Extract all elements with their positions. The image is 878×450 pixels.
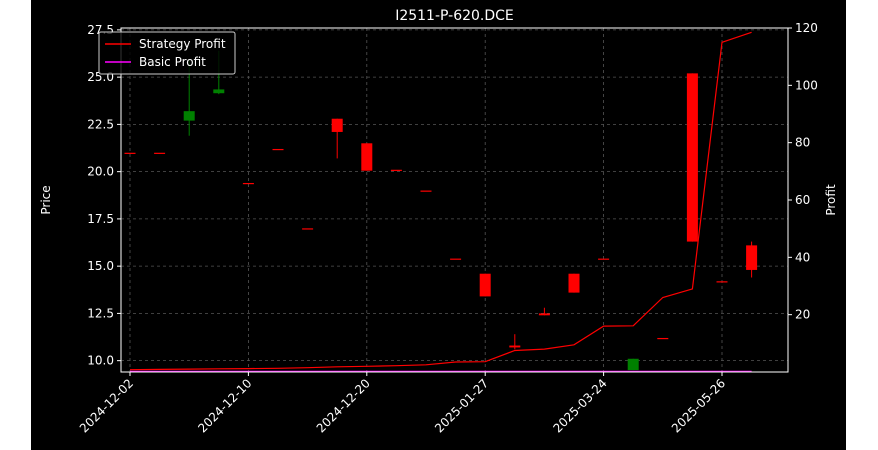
- candle-body: [509, 345, 521, 348]
- legend-box: [98, 31, 236, 75]
- candle-body: [242, 182, 254, 185]
- legend-basic-label: Basic Profit: [139, 55, 206, 69]
- candle-body: [302, 228, 314, 230]
- candles: [124, 50, 758, 371]
- right-y-tick-label: 40: [795, 250, 810, 264]
- y-axis-label-left: Price: [39, 185, 53, 214]
- legend: Strategy Profit Basic Profit: [98, 31, 236, 75]
- y-tick-label: 22.5: [87, 117, 114, 131]
- candle: [627, 358, 639, 371]
- candle: [331, 118, 343, 159]
- right-y-tick-label: 60: [795, 193, 810, 207]
- right-axis: 20 40 60 80 100 120: [788, 21, 818, 322]
- candle: [302, 228, 314, 230]
- candle-body: [154, 152, 166, 154]
- candle: [746, 241, 758, 278]
- y-tick-label: 10.0: [87, 354, 114, 368]
- y-tick-label: 15.0: [87, 259, 114, 273]
- profit-lines: [129, 31, 752, 372]
- candle: [538, 307, 550, 316]
- candle: [509, 334, 521, 350]
- y-axis-label-right: Profit: [824, 184, 838, 216]
- candle-body: [746, 245, 758, 270]
- candle: [361, 143, 373, 171]
- candle-body: [479, 273, 491, 297]
- candle: [272, 148, 284, 151]
- chart-title: I2511-P-620.DCE: [395, 8, 514, 24]
- y-tick-label: 12.5: [87, 306, 114, 320]
- candle-body: [450, 258, 462, 260]
- candle-body: [657, 337, 669, 340]
- candle: [390, 169, 402, 171]
- y-tick-label: 17.5: [87, 212, 114, 226]
- candle: [242, 182, 254, 185]
- candle-body: [183, 111, 195, 121]
- y-tick-label: 20.0: [87, 165, 114, 179]
- candle: [154, 152, 166, 154]
- candle-body: [568, 273, 580, 293]
- candle: [420, 190, 432, 192]
- candle-body: [420, 190, 432, 192]
- plot-area: [121, 28, 788, 372]
- right-y-tick-label: 100: [795, 78, 818, 92]
- right-y-tick-label: 120: [795, 21, 818, 35]
- candle: [686, 73, 698, 242]
- candle: [716, 281, 728, 283]
- right-y-tick-label: 20: [795, 308, 810, 322]
- candle-body: [124, 152, 136, 154]
- candle-body: [272, 148, 284, 151]
- candle-body: [538, 313, 550, 316]
- strategy-profit-line: [129, 31, 752, 371]
- candle-body: [213, 89, 225, 94]
- legend-strategy-label: Strategy Profit: [139, 37, 226, 51]
- candle: [598, 258, 610, 260]
- left-axis: 10.012.515.017.520.022.525.027.5: [87, 23, 121, 368]
- candle-body: [686, 73, 698, 242]
- candle: [568, 273, 580, 293]
- right-y-tick-label: 80: [795, 136, 810, 150]
- candle-body: [716, 281, 728, 283]
- candle-body: [598, 258, 610, 260]
- candle-body: [627, 358, 639, 371]
- candle: [124, 152, 136, 154]
- candle-body: [331, 118, 343, 132]
- candle: [479, 273, 491, 297]
- candle: [450, 258, 462, 260]
- candle-body: [361, 143, 373, 171]
- candle: [657, 337, 669, 340]
- candle-body: [390, 169, 402, 171]
